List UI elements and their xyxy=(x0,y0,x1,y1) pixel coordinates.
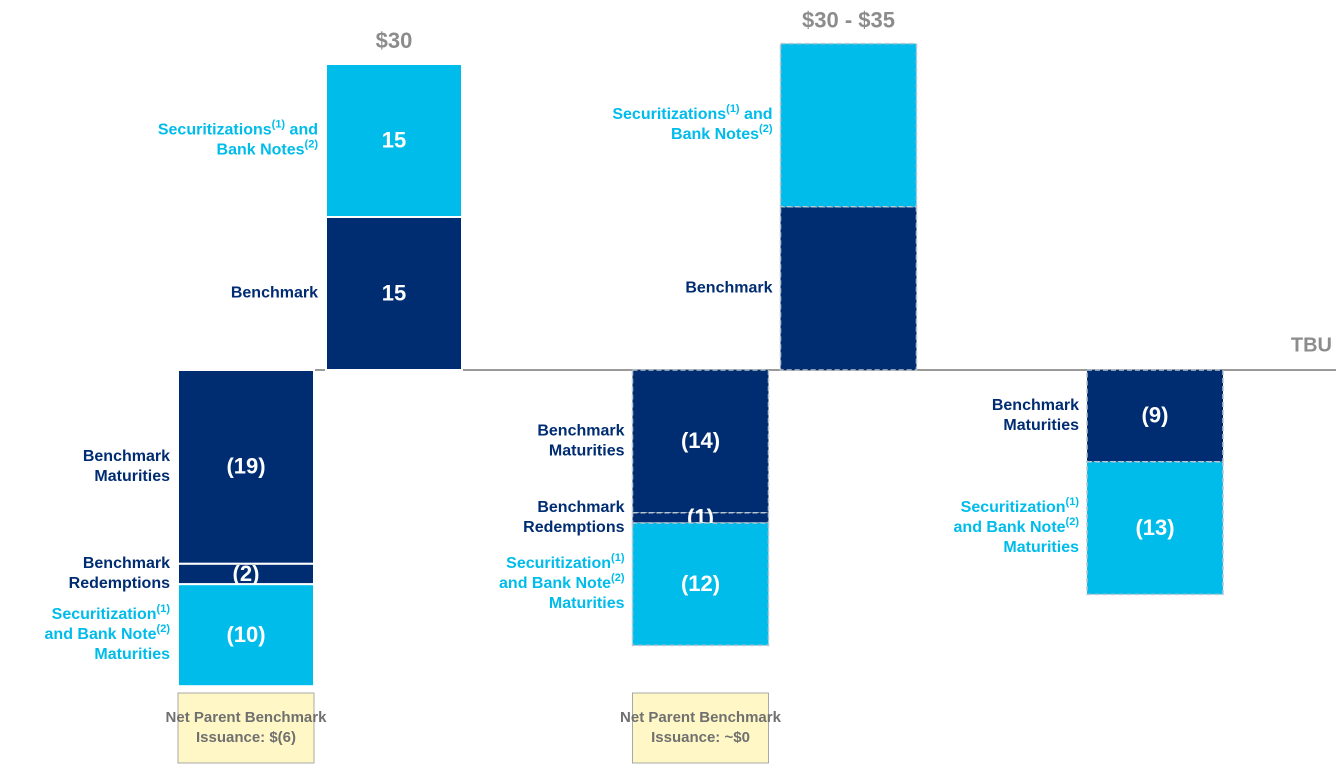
bar-segment xyxy=(631,522,770,647)
baseline-label: TBU xyxy=(1291,334,1332,356)
bar-segment xyxy=(325,216,463,371)
segment-label: Bank Notes(2) xyxy=(671,123,773,143)
bar-segment xyxy=(631,512,770,524)
bar-segment xyxy=(631,369,770,514)
value-label: (12) xyxy=(681,571,720,596)
segment-label: Redemptions xyxy=(69,575,170,592)
segment-label: Securitization(1) xyxy=(52,603,171,623)
value-label: (13) xyxy=(1135,515,1174,540)
segment-label: Securitizations(1) and xyxy=(612,103,772,123)
segment-label: Maturities xyxy=(549,595,625,612)
bar-segment xyxy=(1086,369,1224,463)
value-label: (19) xyxy=(226,454,265,479)
value-label: (2) xyxy=(233,561,260,586)
segment-label: Benchmark xyxy=(83,555,170,572)
segment-label: Benchmark xyxy=(83,448,170,465)
note-text: Issuance: $(6) xyxy=(196,729,296,746)
segment-label: Benchmark xyxy=(537,423,624,440)
value-label: 15 xyxy=(382,280,406,305)
segment-label: Securitization(1) xyxy=(506,552,625,572)
segment-label: and Bank Note(2) xyxy=(499,572,625,592)
segment-label: Maturities xyxy=(94,468,170,485)
bar-segment xyxy=(177,583,315,688)
note-text: Net Parent Benchmark xyxy=(166,709,328,726)
segment-label: Maturities xyxy=(1003,417,1079,434)
bar-segment xyxy=(1086,461,1224,596)
value-label: (10) xyxy=(226,622,265,647)
bar-segment xyxy=(779,42,918,208)
segment-label: Benchmark xyxy=(992,397,1079,414)
segment-label: Benchmark xyxy=(231,285,318,302)
segment-label: Benchmark xyxy=(537,499,624,516)
note-box xyxy=(177,692,315,764)
total-label: $30 xyxy=(376,28,413,53)
note-text: Issuance: ~$0 xyxy=(651,729,750,746)
segment-label: and Bank Note(2) xyxy=(45,623,171,643)
segment-label: Securitizations(1) and xyxy=(158,118,318,138)
note-box xyxy=(632,692,769,764)
segment-label: Benchmark xyxy=(685,280,772,297)
bar-segment xyxy=(779,206,918,371)
bar-segment xyxy=(325,63,463,218)
total-label: $30 - $35 xyxy=(802,7,895,32)
note-text: Net Parent Benchmark xyxy=(620,709,782,726)
segment-label: Maturities xyxy=(94,646,170,663)
value-label: (14) xyxy=(681,428,720,453)
segment-label: Maturities xyxy=(1003,539,1079,556)
segment-label: Bank Notes(2) xyxy=(217,138,319,158)
value-label: (9) xyxy=(1142,403,1169,428)
segment-label: Maturities xyxy=(549,443,625,460)
value-label: 15 xyxy=(382,127,406,152)
segment-label: Securitization(1) xyxy=(961,496,1080,516)
segment-label: Redemptions xyxy=(523,519,624,536)
segment-label: and Bank Note(2) xyxy=(954,516,1080,536)
